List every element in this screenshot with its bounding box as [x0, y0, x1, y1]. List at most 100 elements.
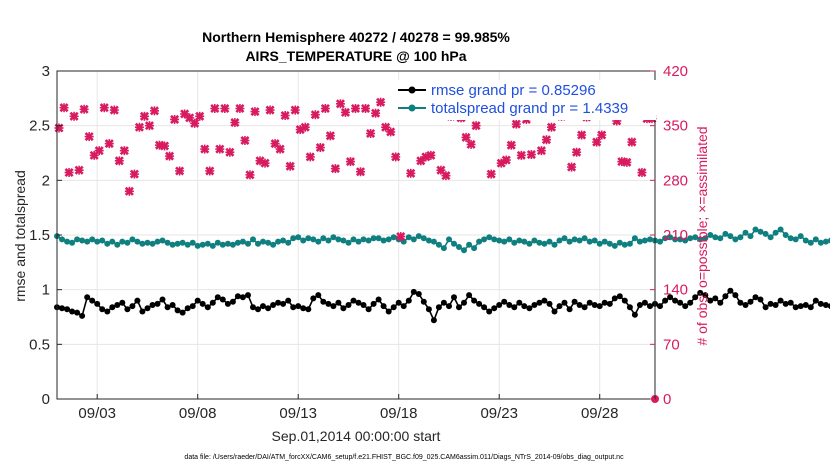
obs-point: [260, 158, 270, 168]
rmse-point: [194, 297, 201, 304]
spread-point: [712, 234, 719, 241]
rmse-point: [662, 297, 669, 304]
rmse-point: [506, 302, 513, 308]
spread-point: [737, 234, 744, 241]
spread-point: [461, 247, 467, 254]
rmse-point: [204, 304, 211, 311]
obs-point: [124, 186, 134, 196]
rmse-point: [229, 298, 236, 305]
x-tick-label: 09/08: [179, 405, 217, 422]
spread-point: [325, 237, 332, 244]
obs-point: [170, 114, 180, 124]
spread-point: [305, 235, 312, 242]
rmse-point: [762, 304, 769, 311]
spread-point: [189, 239, 196, 246]
spread-point: [255, 240, 261, 247]
rmse-point: [440, 299, 447, 306]
rmse-point: [551, 308, 558, 315]
obs-point: [466, 139, 476, 149]
legend-rmse-marker: [408, 86, 416, 94]
obs-point: [265, 105, 275, 115]
y-tick-label: 0.5: [29, 336, 50, 353]
rmse-point: [546, 300, 553, 307]
rmse-point: [179, 309, 186, 316]
rmse-point: [109, 304, 116, 311]
spread-point: [692, 234, 699, 241]
spread-point: [345, 239, 352, 246]
obs-point: [536, 146, 546, 156]
obs-point: [391, 152, 401, 162]
rmse-point: [365, 306, 372, 313]
spread-point: [456, 244, 462, 250]
rmse-point: [295, 303, 302, 310]
rmse-point: [169, 302, 176, 308]
rmse-point: [501, 298, 508, 305]
rmse-point: [682, 303, 689, 310]
spread-point: [496, 237, 503, 244]
spread-point: [400, 238, 407, 245]
spread-point: [526, 240, 533, 247]
y-tick-label-right: 0: [663, 391, 671, 408]
rmse-point: [260, 303, 266, 310]
spread-point: [516, 237, 523, 244]
spread-point: [214, 239, 221, 246]
rmse-point: [335, 299, 342, 306]
rmse-point: [214, 294, 221, 301]
rmse-point: [99, 306, 106, 313]
rmse-point: [566, 306, 573, 313]
spread-point: [435, 241, 442, 248]
spread-point: [591, 237, 598, 244]
spread-point: [451, 240, 457, 247]
rmse-point: [511, 304, 518, 311]
legend-box: [394, 80, 656, 120]
spread-point: [531, 237, 538, 244]
obs-point: [486, 169, 496, 179]
obs-point: [501, 155, 511, 165]
spread-point: [224, 240, 231, 247]
rmse-point: [606, 300, 613, 307]
rmse-point: [636, 302, 643, 308]
chart-subtitle: AIRS_TEMPERATURE @ 100 hPa: [245, 48, 466, 64]
spread-point: [812, 236, 819, 243]
spread-point: [601, 238, 608, 245]
rmse-point: [410, 288, 417, 295]
spread-point: [109, 238, 116, 245]
legend: rmse grand pr = 0.85296 totalspread gran…: [394, 80, 656, 120]
rmse-point: [64, 306, 71, 313]
rmse-point: [234, 293, 241, 300]
rmse-point: [184, 305, 191, 312]
obs-point: [250, 107, 260, 117]
obs-point: [220, 103, 230, 114]
obs-point: [160, 141, 170, 151]
spread-point: [817, 239, 824, 246]
obs-point: [109, 105, 119, 115]
spread-point: [471, 245, 478, 252]
rmse-point: [134, 297, 141, 304]
rmse-point: [516, 299, 523, 306]
rmse-point: [164, 304, 171, 311]
rmse-point: [621, 297, 628, 304]
spread-point: [621, 241, 628, 248]
obs-point: [356, 167, 366, 177]
spread-point: [606, 240, 613, 247]
spread-point: [229, 241, 236, 248]
obs-point: [305, 152, 315, 162]
spread-point: [375, 235, 382, 242]
rmse-point: [325, 300, 332, 307]
obs-point: [139, 111, 149, 121]
rmse-point: [526, 305, 533, 312]
obs-point: [64, 168, 74, 178]
y-tick-label-right: 70: [663, 336, 680, 353]
obs-point: [577, 130, 587, 140]
spread-point: [204, 240, 211, 247]
obs-point: [325, 131, 335, 141]
rmse-point: [159, 296, 166, 303]
rmse-point: [822, 302, 829, 308]
rmse-point: [390, 304, 397, 311]
obs-point: [84, 132, 94, 142]
obs-point: [335, 99, 345, 109]
obs-point: [235, 103, 245, 114]
rmse-point: [446, 303, 452, 310]
spread-point: [481, 236, 488, 243]
y-tick-label: 1: [42, 282, 50, 299]
